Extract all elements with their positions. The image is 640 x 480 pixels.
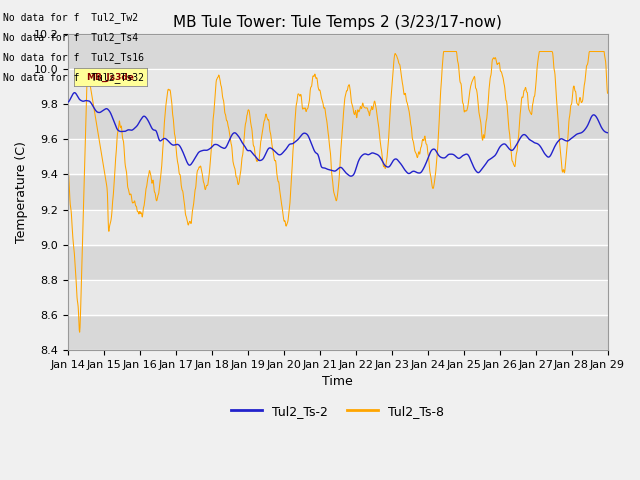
Tul2_Ts-2 [172,142,179,148]
Bar [68,139,607,174]
Tul2_Ts-8 [604,90,611,96]
Y-axis label: Temperature (C): Temperature (C) [15,141,28,243]
Text: MB_Js3de: MB_Js3de [86,72,134,82]
Line: Tul2_Ts-8: Tul2_Ts-8 [68,51,607,332]
Bar [68,210,607,245]
Tul2_Ts-2 [184,162,192,168]
Tul2_Ts-8 [172,134,179,140]
Tul2_Ts-2 [70,90,78,96]
Bar [68,69,607,104]
Tul2_Ts-2 [540,150,548,156]
Bar [68,280,607,315]
Bar [68,245,607,280]
Text: No data for f  Tul2_Ts32: No data for f Tul2_Ts32 [3,72,144,84]
Tul2_Ts-8 [76,329,83,335]
Tul2_Ts-2 [604,130,611,135]
X-axis label: Time: Time [323,375,353,388]
Tul2_Ts-2 [245,148,253,154]
Title: MB Tule Tower: Tule Temps 2 (3/23/17-now): MB Tule Tower: Tule Temps 2 (3/23/17-now… [173,15,502,30]
Tul2_Ts-8 [64,162,72,168]
Line: Tul2_Ts-2: Tul2_Ts-2 [68,93,607,176]
Text: No data for f  Tul2_Tw2: No data for f Tul2_Tw2 [3,12,138,23]
Bar [68,174,607,210]
Tul2_Ts-8 [184,222,192,228]
Tul2_Ts-8 [540,48,548,54]
Bar [68,315,607,350]
Tul2_Ts-8 [422,139,429,144]
Legend: Tul2_Ts-2, Tul2_Ts-8: Tul2_Ts-2, Tul2_Ts-8 [226,400,449,423]
Bar [68,34,607,69]
Tul2_Ts-2 [348,173,355,179]
Bar [68,104,607,139]
Tul2_Ts-2 [493,150,500,156]
Text: No data for f  Tul2_Ts16: No data for f Tul2_Ts16 [3,52,144,63]
Text: No data for f  Tul2_Ts4: No data for f Tul2_Ts4 [3,32,138,43]
Tul2_Ts-8 [245,107,253,113]
Tul2_Ts-8 [440,48,447,54]
Tul2_Ts-2 [64,99,72,105]
Tul2_Ts-8 [493,59,500,65]
Tul2_Ts-2 [422,160,430,166]
